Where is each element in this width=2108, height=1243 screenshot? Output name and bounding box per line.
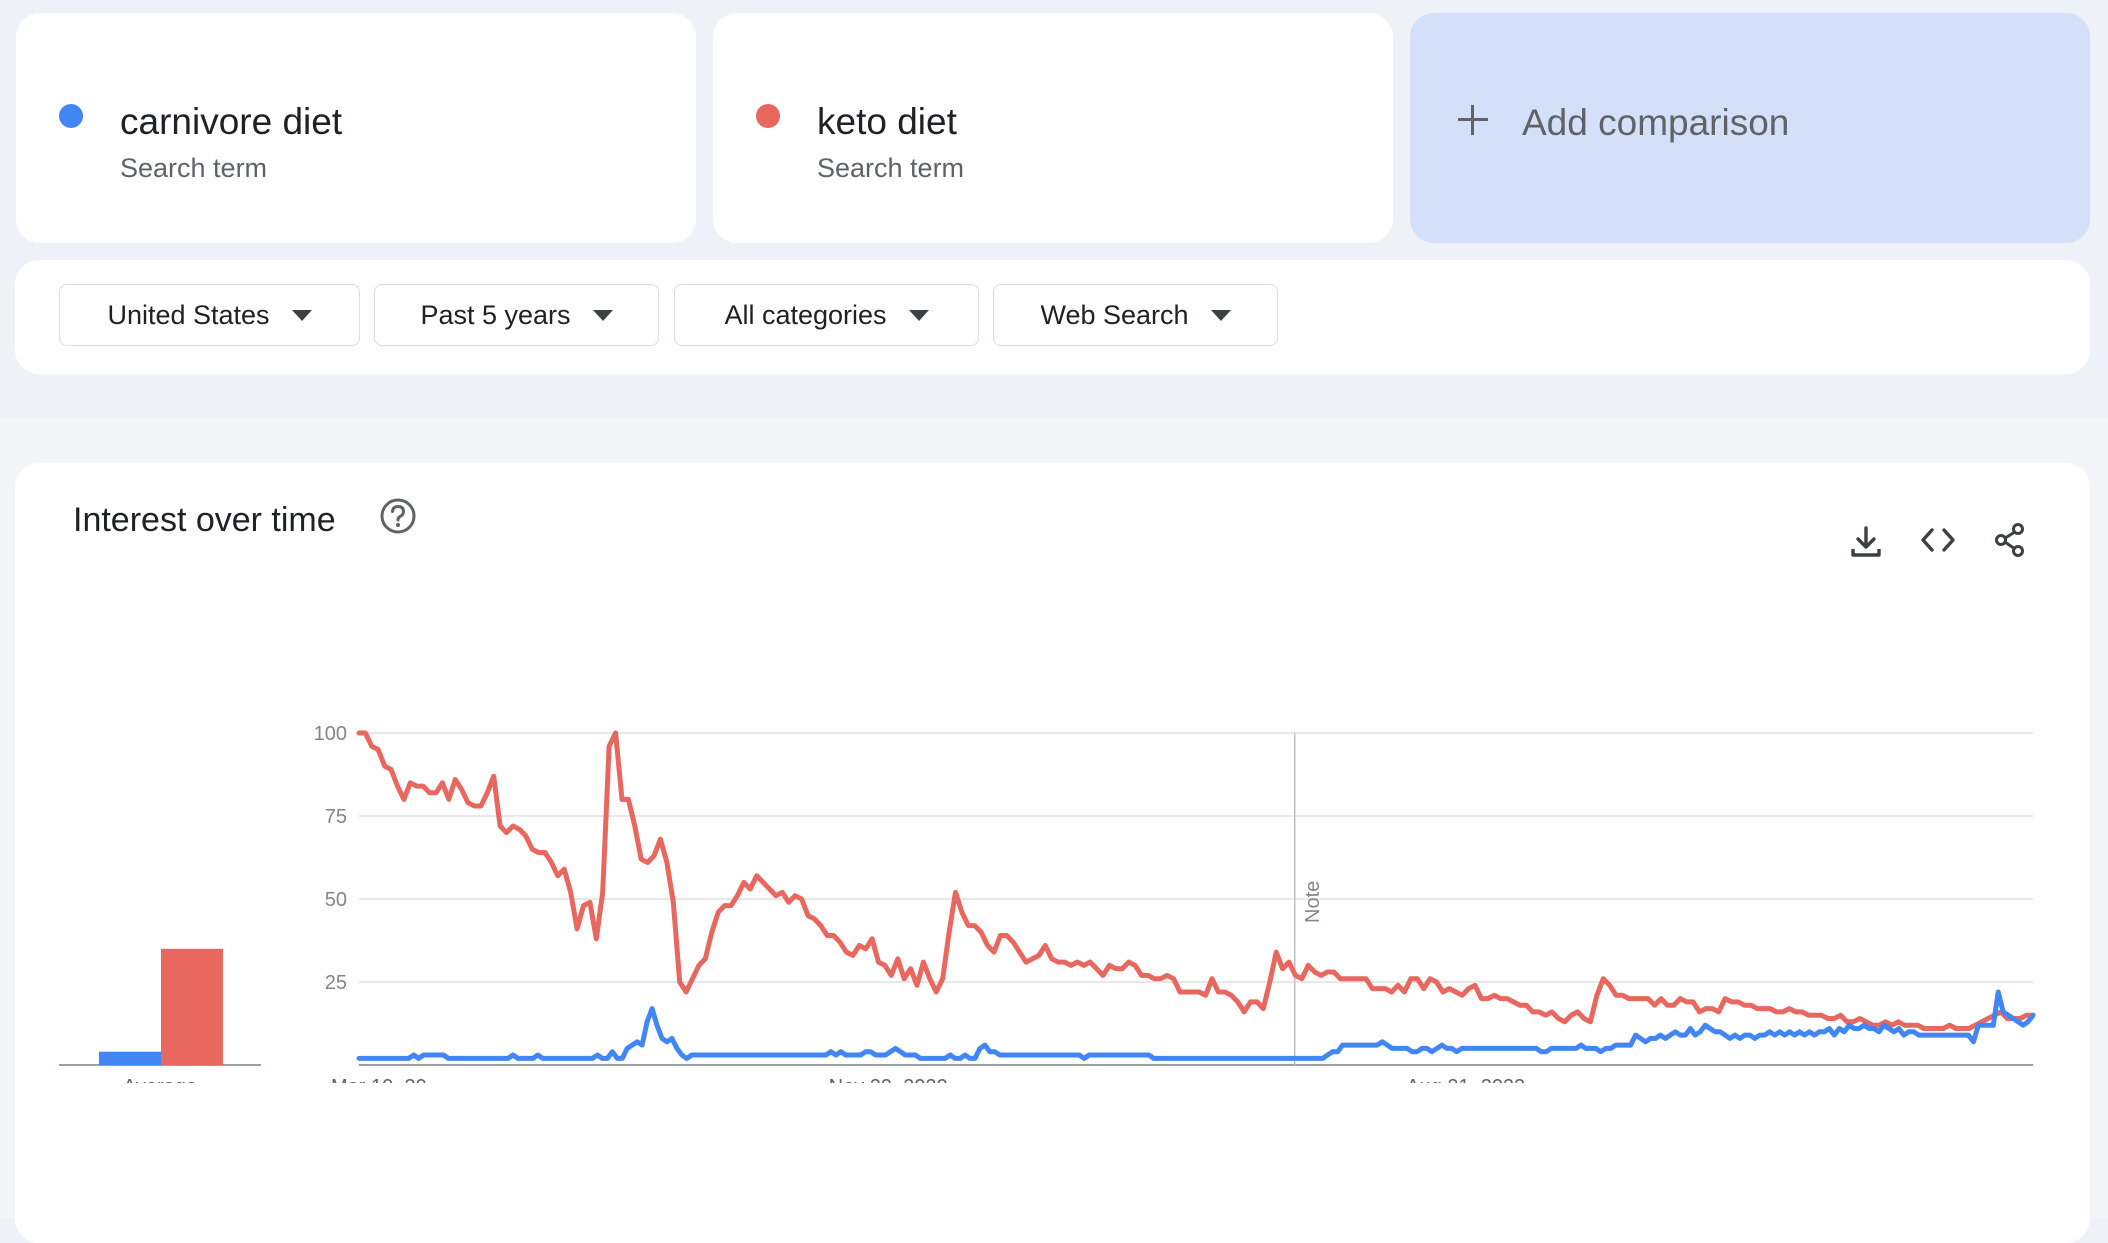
term-color-dot <box>59 104 83 128</box>
region-label: United States <box>107 299 270 330</box>
search-type-label: Web Search <box>1040 299 1189 330</box>
note-label: Note <box>1302 881 1324 923</box>
term-color-dot <box>756 104 780 128</box>
term-card-carnivore[interactable]: carnivore diet Search term <box>16 13 696 243</box>
caret-down-icon <box>1210 309 1231 321</box>
add-comparison-label: Add comparison <box>1522 102 1790 143</box>
time-range-dropdown[interactable]: Past 5 years <box>374 284 659 346</box>
series-line-carnivore-diet <box>356 989 2036 1061</box>
y-tick-label: 50 <box>325 889 347 911</box>
x-tick-label: Aug 21, 2022 <box>1406 1076 1525 1083</box>
x-tick-label: Nov 29, 2020 <box>829 1076 948 1083</box>
time-range-label: Past 5 years <box>420 299 571 330</box>
y-tick-label: 75 <box>325 806 347 828</box>
caret-down-icon <box>908 309 929 321</box>
term-name: carnivore diet <box>120 101 343 142</box>
region-dropdown[interactable]: United States <box>59 284 360 346</box>
term-card-keto[interactable]: keto diet Search term <box>713 13 1393 243</box>
term-name: keto diet <box>817 101 957 142</box>
interest-chart: 100 75 50 25 Average Note Mar 10, 20... Nov 29,… <box>59 723 2036 1083</box>
search-type-dropdown[interactable]: Web Search <box>993 284 1278 346</box>
chart-title: Interest over time <box>73 501 336 539</box>
y-tick-label: 100 <box>314 723 347 745</box>
download-icon[interactable] <box>1847 523 1885 561</box>
term-subtitle: Search term <box>817 153 965 183</box>
filter-bar: United States Past 5 years All categorie… <box>15 260 2090 374</box>
category-dropdown[interactable]: All categories <box>674 284 979 346</box>
series-line-keto-diet <box>356 730 2036 1031</box>
average-bar-carnivore <box>99 1051 161 1065</box>
plus-icon <box>1458 105 1488 135</box>
embed-code-icon[interactable] <box>1919 521 1957 559</box>
average-bar-keto <box>161 948 223 1065</box>
add-comparison-button[interactable]: Add comparison <box>1410 13 2090 243</box>
interest-over-time-card: Interest over time 100 75 50 25 Average Note M… <box>15 463 2090 1243</box>
x-tick-label: Mar 10, 20... <box>331 1076 443 1083</box>
caret-down-icon <box>291 309 312 321</box>
average-label: Average <box>123 1076 197 1083</box>
help-circle-icon[interactable] <box>379 497 417 535</box>
term-subtitle: Search term <box>120 153 268 183</box>
share-icon[interactable] <box>1991 521 2029 559</box>
y-tick-label: 25 <box>325 972 347 994</box>
caret-down-icon <box>592 309 613 321</box>
category-label: All categories <box>724 299 887 330</box>
